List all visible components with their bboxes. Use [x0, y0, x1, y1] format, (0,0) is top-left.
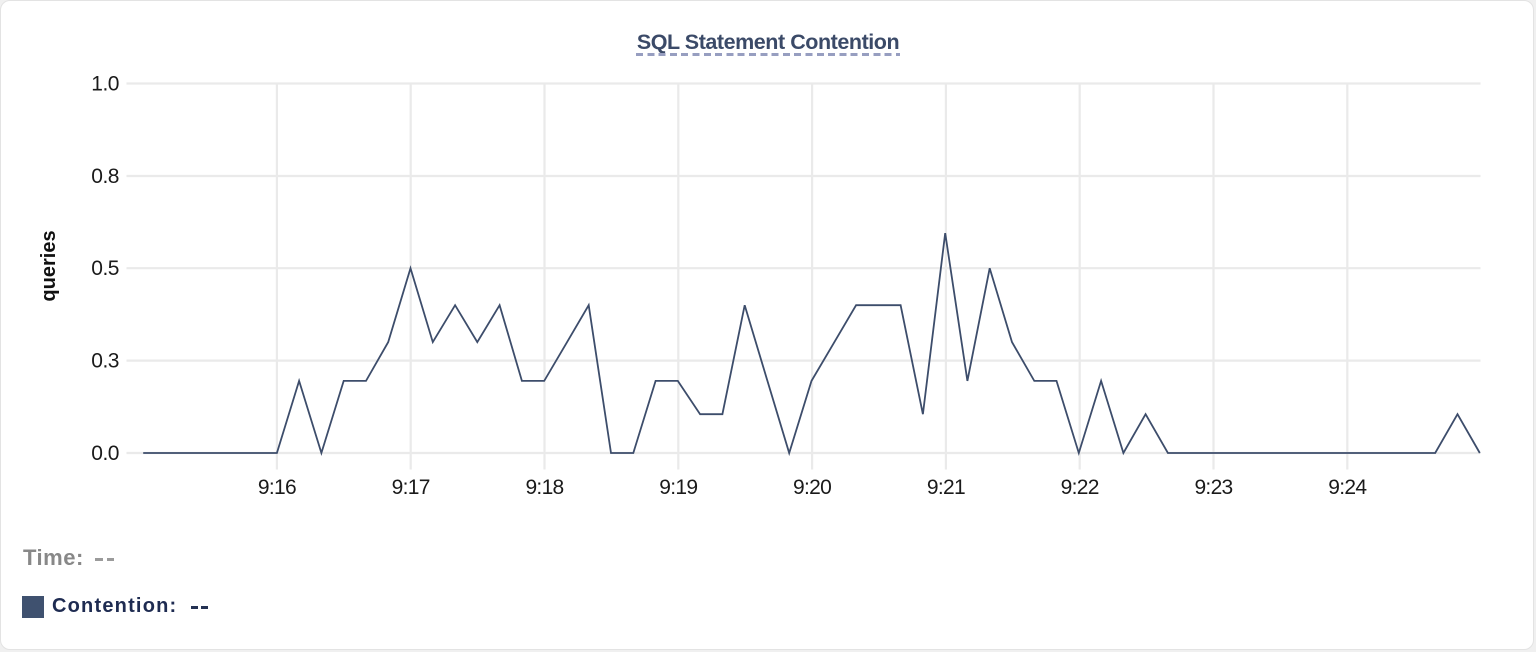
- svg-text:0.8: 0.8: [91, 165, 119, 188]
- svg-text:9:22: 9:22: [1061, 476, 1099, 499]
- svg-text:1.0: 1.0: [91, 73, 119, 96]
- svg-text:9:21: 9:21: [927, 476, 965, 499]
- svg-text:9:24: 9:24: [1328, 476, 1367, 499]
- svg-text:queries: queries: [38, 230, 60, 301]
- svg-text:9:17: 9:17: [392, 476, 430, 499]
- svg-text:9:20: 9:20: [793, 476, 831, 499]
- svg-text:0.3: 0.3: [91, 350, 119, 373]
- svg-text:9:23: 9:23: [1194, 476, 1232, 499]
- svg-text:9:19: 9:19: [659, 476, 697, 499]
- svg-text:0.5: 0.5: [91, 257, 119, 280]
- svg-text:0.0: 0.0: [91, 442, 119, 465]
- svg-text:9:16: 9:16: [258, 476, 296, 499]
- svg-text:9:18: 9:18: [525, 476, 563, 499]
